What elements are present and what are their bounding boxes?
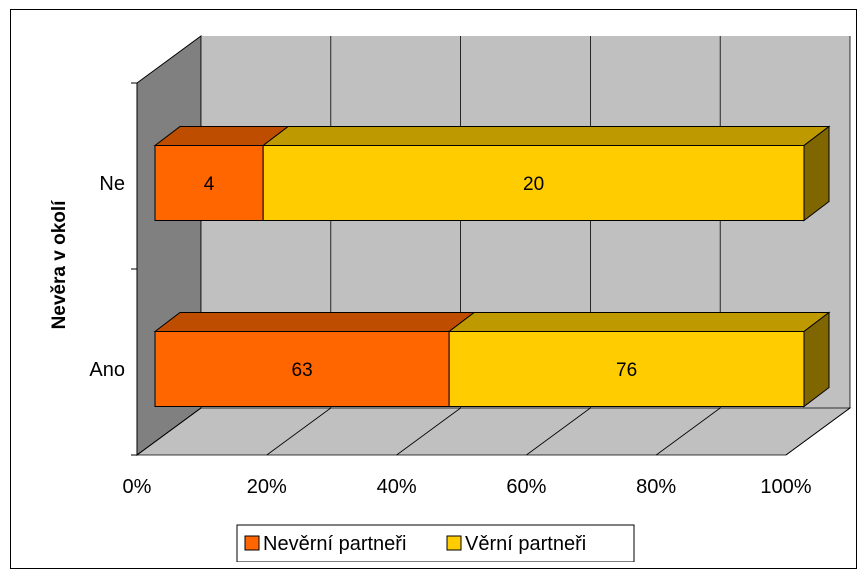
category-label: Ano <box>89 359 125 381</box>
legend: Nevěrní partneři Věrní partneři <box>236 524 635 562</box>
bar-top <box>261 126 831 146</box>
data-label: 4 <box>204 174 215 195</box>
category-label: Ne <box>99 173 125 195</box>
x-tick-label: 0% <box>123 476 152 498</box>
data-label: 63 <box>292 360 313 381</box>
bar-side <box>803 125 830 222</box>
floor-gridline <box>526 407 591 456</box>
x-tick-label: 60% <box>506 476 546 498</box>
legend-box <box>236 524 635 562</box>
x-tick-label: 40% <box>377 476 417 498</box>
x-tick-label: 100% <box>760 476 811 498</box>
bar <box>154 331 450 407</box>
data-label: 76 <box>616 360 637 381</box>
floor-gridline <box>136 407 202 456</box>
legend-swatch <box>244 535 260 551</box>
legend-label: Věrní partneři <box>465 533 586 555</box>
floor-gridline <box>785 407 851 456</box>
bar-top <box>447 312 831 332</box>
floor <box>135 407 852 456</box>
x-tick-label: 80% <box>636 476 676 498</box>
floor-gridline <box>266 407 332 456</box>
x-tick-label: 20% <box>247 476 287 498</box>
legend-swatch <box>446 535 462 551</box>
legend-label: Nevěrní partneři <box>263 533 406 555</box>
bar <box>262 145 805 221</box>
bar-side <box>803 311 830 408</box>
category-labels: Ano Ne <box>89 173 125 381</box>
x-axis-ticks: 0% 20% 40% 60% 80% 100% <box>123 476 812 498</box>
floor-gridline <box>655 407 721 456</box>
floor-gridline <box>396 407 461 456</box>
data-label: 20 <box>523 174 544 195</box>
bar <box>154 145 264 221</box>
y-axis-label: Nevěra v okolí <box>49 200 70 330</box>
bar-top <box>153 312 476 332</box>
bars: 63 76 4 20 <box>153 125 831 408</box>
bar <box>448 331 805 407</box>
